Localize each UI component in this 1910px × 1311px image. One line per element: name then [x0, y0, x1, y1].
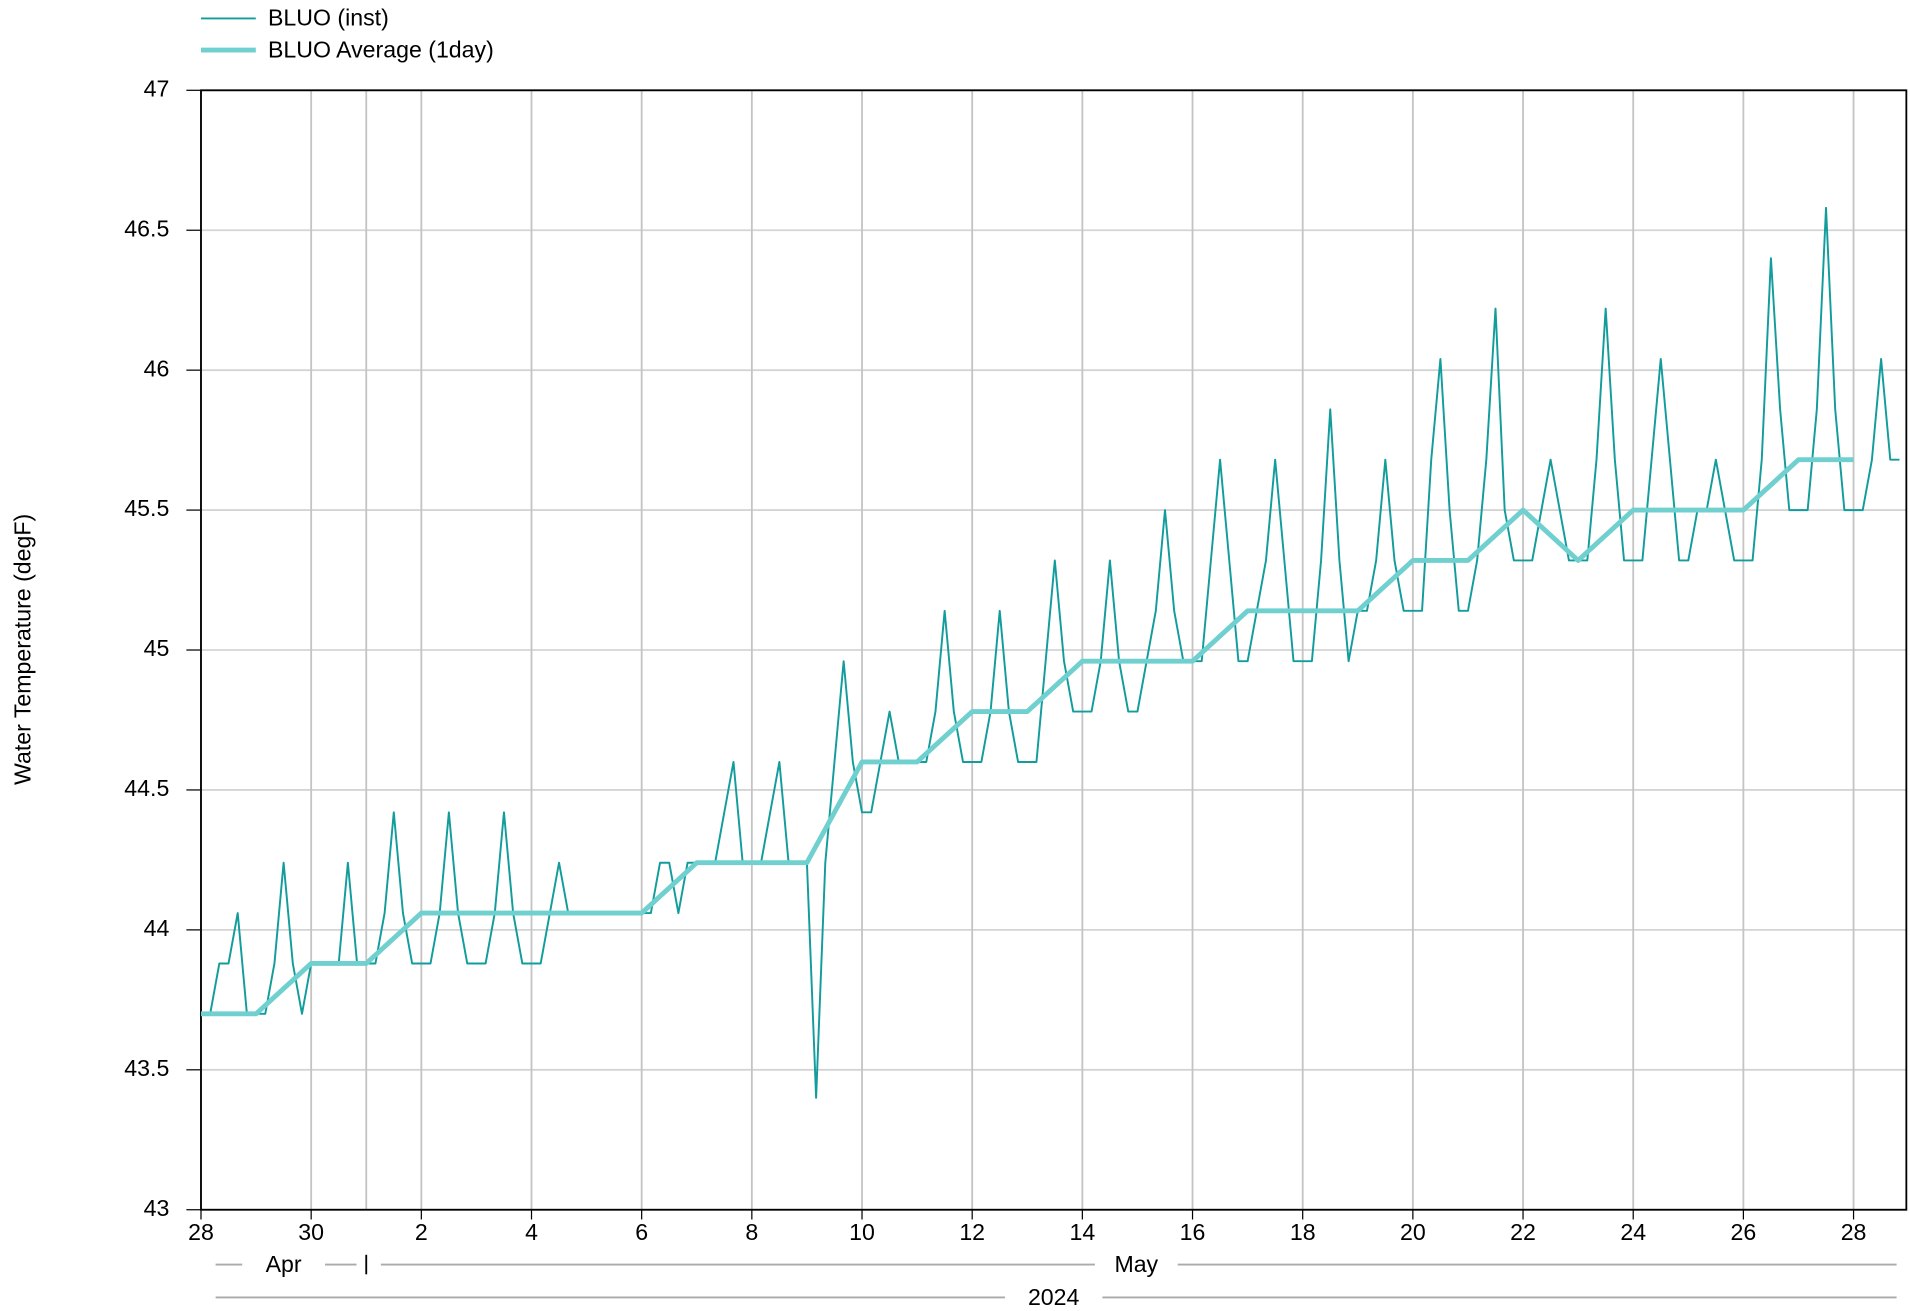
y-tick-label: 46.5	[124, 215, 169, 241]
x-tick-label: 2	[415, 1219, 428, 1245]
x-tick-label: 16	[1180, 1219, 1206, 1245]
y-tick-label: 45	[144, 635, 170, 661]
series-line	[200, 457, 1854, 1017]
x-tick-label: 28	[188, 1219, 214, 1245]
y-tick-label: 43.5	[124, 1055, 169, 1081]
x-tick-label: 26	[1731, 1219, 1757, 1245]
x-tick-label: 20	[1400, 1219, 1426, 1245]
y-tick-label: 43	[144, 1195, 170, 1221]
x-tick-label: 24	[1620, 1219, 1646, 1245]
legend-label: BLUO Average (1day)	[268, 36, 494, 62]
y-tick-label: 44.5	[124, 775, 169, 801]
y-tick-label: 46	[144, 355, 170, 381]
series-line	[200, 206, 1900, 1099]
y-tick-label: 45.5	[124, 495, 169, 521]
month-label: May	[1114, 1251, 1158, 1277]
x-tick-label: 6	[635, 1219, 648, 1245]
y-tick-label: 44	[144, 915, 170, 941]
x-tick-label: 28	[1841, 1219, 1867, 1245]
x-tick-label: 10	[849, 1219, 875, 1245]
x-tick-label: 4	[525, 1219, 538, 1245]
x-tick-label: 12	[959, 1219, 985, 1245]
legend-label: BLUO (inst)	[268, 5, 389, 31]
x-tick-label: 8	[745, 1219, 758, 1245]
x-tick-label: 22	[1510, 1219, 1536, 1245]
month-label: Apr	[266, 1251, 302, 1277]
y-axis-label: Water Temperature (degF)	[9, 514, 35, 785]
plot-frame	[200, 89, 1908, 1211]
x-tick-label: 18	[1290, 1219, 1316, 1245]
y-tick-label: 47	[144, 75, 170, 101]
year-label: 2024	[1028, 1284, 1080, 1310]
x-tick-label: 30	[298, 1219, 324, 1245]
x-tick-label: 14	[1069, 1219, 1095, 1245]
